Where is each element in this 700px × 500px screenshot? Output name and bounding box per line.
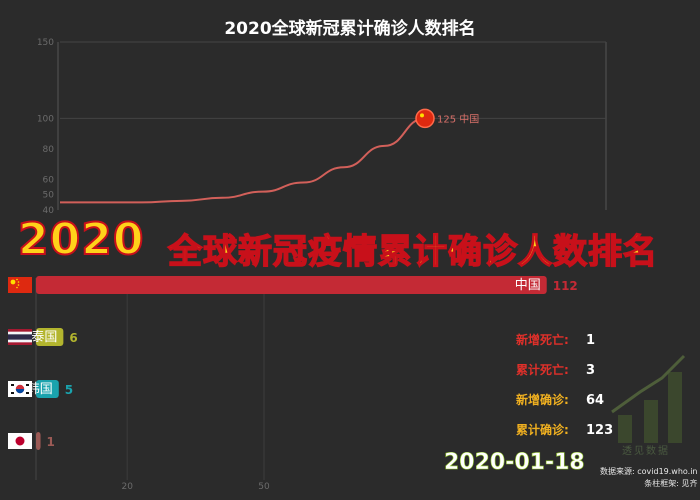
stat-value: 123: [586, 423, 614, 438]
date-label: 2020-01-18: [444, 450, 585, 476]
series-end-label: 125 中国: [437, 112, 479, 125]
bar-category-label: 泰国: [31, 330, 57, 345]
bar: [36, 328, 64, 346]
bar-value-label: 5: [65, 383, 73, 397]
thailand-flag: [8, 329, 32, 345]
y-tick-label: 150: [37, 38, 54, 48]
stat-label: 累计确诊:: [516, 423, 569, 437]
chart-title: 2020全球新冠累计确诊人数排名: [224, 19, 476, 39]
bar-value-label: 6: [69, 331, 77, 345]
y-tick-label: 40: [43, 206, 55, 216]
source-note: 数据来源: covid19.who.in 条柱框架: 见齐: [600, 466, 698, 490]
stat-value: 64: [586, 393, 605, 408]
banner-year: 2020: [17, 213, 145, 266]
stat-row: 新增确诊: 64: [516, 388, 613, 418]
china-flag: [8, 277, 32, 293]
bar-category-label: 中国: [515, 278, 541, 293]
stat-value: 1: [586, 333, 596, 348]
stat-label: 新增死亡:: [516, 333, 569, 347]
title-banner: 2020 全球新冠疫情累计确诊人数排名: [0, 213, 700, 274]
y-tick-label: 100: [37, 114, 54, 124]
bar: [36, 276, 547, 294]
stat-row: 累计死亡: 3: [516, 358, 613, 388]
bar: [36, 380, 59, 398]
korea-flag: [8, 381, 32, 397]
stat-row: 累计确诊: 123: [516, 418, 613, 448]
x-tick-label: 50: [258, 482, 270, 492]
end-marker-china-flag: [415, 108, 435, 129]
stat-label: 新增确诊:: [516, 393, 569, 407]
stat-value: 3: [586, 363, 596, 378]
y-tick-label: 60: [43, 175, 55, 185]
bar-category-label: 韩国: [27, 382, 53, 397]
bar-value-label: 112: [553, 279, 578, 293]
bar-value-label: 1: [47, 435, 55, 449]
stat-row: 新增死亡: 1: [516, 328, 613, 358]
stats-panel: 新增死亡: 1 累计死亡: 3 新增确诊: 64 累计确诊: 123: [516, 328, 613, 448]
logo-text: 透见数据: [622, 446, 670, 457]
x-tick-label: 20: [121, 482, 133, 492]
stat-label: 累计死亡:: [516, 363, 569, 377]
y-tick-label: 80: [43, 145, 55, 155]
series-line-china: [60, 117, 426, 204]
japan-flag: [8, 433, 32, 449]
framework-line: 条柱框架: 见齐: [644, 479, 698, 488]
logo-icon: [611, 354, 686, 443]
source-line: 数据来源: covid19.who.in: [600, 467, 698, 476]
bar: [36, 432, 41, 450]
y-tick-label: 50: [43, 191, 55, 201]
banner-text: 全球新冠疫情累计确诊人数排名: [167, 231, 658, 273]
